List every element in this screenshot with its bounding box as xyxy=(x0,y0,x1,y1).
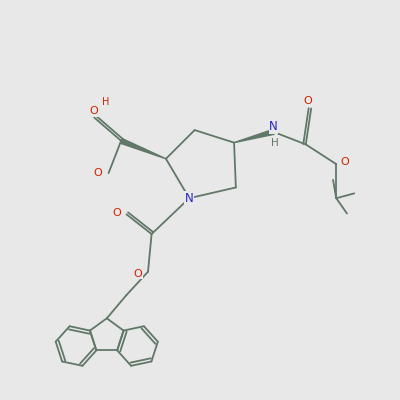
Text: N: N xyxy=(185,192,194,205)
Text: H: H xyxy=(102,98,109,108)
Text: H: H xyxy=(272,138,279,148)
Polygon shape xyxy=(120,138,166,159)
Text: O: O xyxy=(112,208,121,218)
Text: O: O xyxy=(341,157,350,167)
Text: O: O xyxy=(90,106,98,116)
Text: O: O xyxy=(303,96,312,106)
Polygon shape xyxy=(234,130,274,143)
Text: O: O xyxy=(134,268,142,278)
Text: O: O xyxy=(94,168,102,178)
Text: N: N xyxy=(269,120,278,133)
